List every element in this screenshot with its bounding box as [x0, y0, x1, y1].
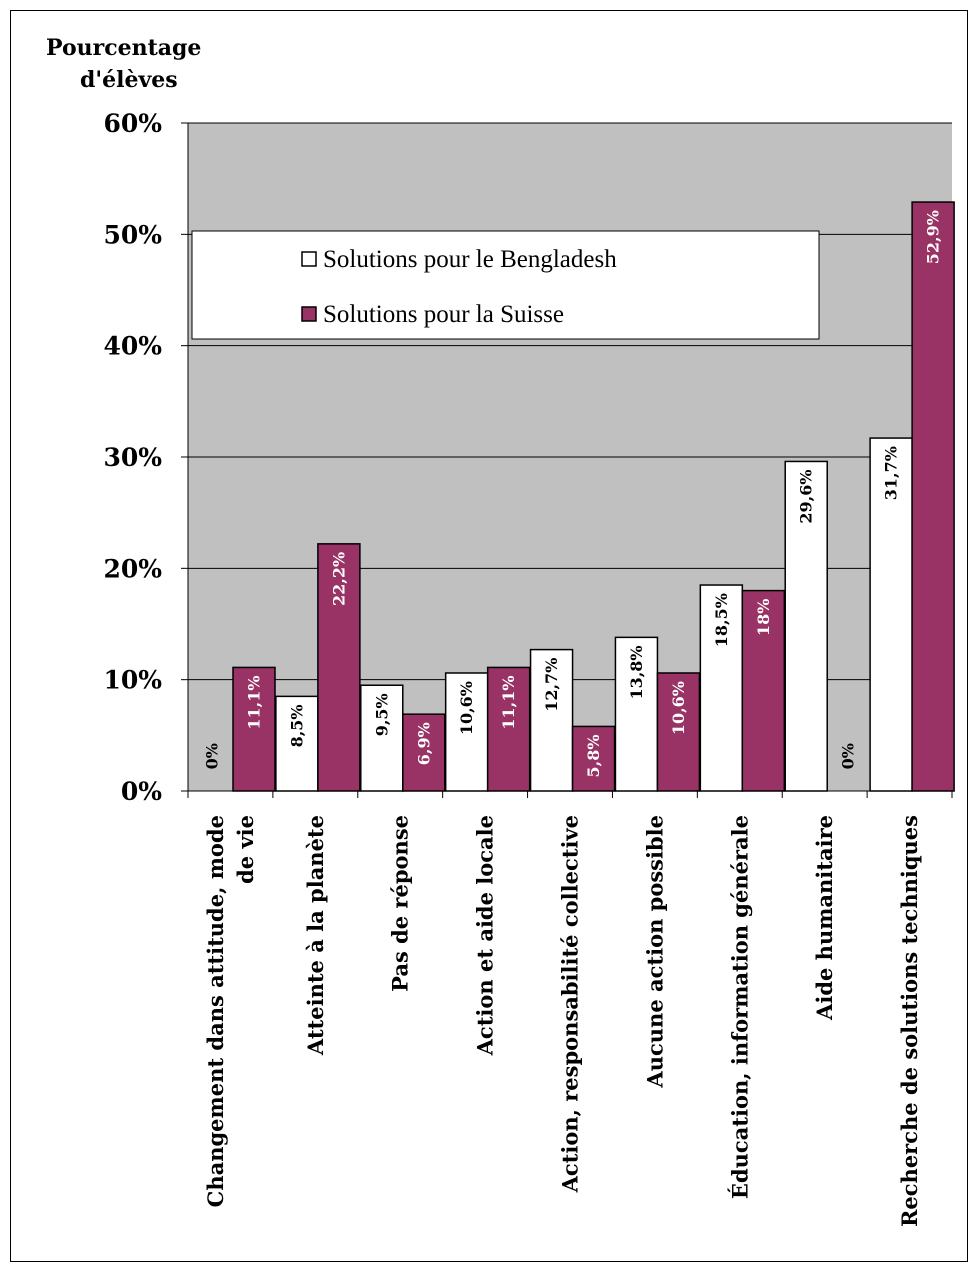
- data-label: 18%: [754, 599, 773, 636]
- data-label: 11,1%: [499, 675, 518, 729]
- bar-suisse: [317, 543, 361, 792]
- data-label: 6,9%: [414, 722, 433, 765]
- legend-label: Solutions pour le Bengladesh: [323, 246, 617, 273]
- legend-label: Solutions pour la Suisse: [323, 301, 564, 328]
- y-tick-label: 0%: [121, 777, 162, 806]
- x-category-label: Changement dans attitude, mode: [203, 815, 228, 1207]
- y-tick-label: 10%: [103, 666, 162, 695]
- x-category-label: Éducation, information générale: [727, 815, 752, 1199]
- x-category-label: Pas de réponse: [388, 815, 413, 992]
- y-tick-label: 20%: [103, 554, 162, 583]
- bar-suisse: [741, 589, 786, 792]
- bar-bengladesh: [784, 460, 828, 792]
- data-label: 22,2%: [329, 552, 348, 606]
- y-axis-title-line2: d'élèves: [80, 67, 178, 93]
- bar-suisse: [486, 666, 531, 792]
- x-category-label: Recherche de solutions techniques: [897, 815, 922, 1227]
- data-label: 13,8%: [627, 645, 646, 699]
- y-tick-label: 50%: [103, 220, 162, 249]
- chart-frame: [10, 10, 968, 1262]
- data-label: 8,5%: [287, 704, 306, 747]
- bar-bengladesh: [699, 584, 744, 792]
- bar-suisse: [402, 713, 446, 792]
- bar-bengladesh: [529, 648, 574, 792]
- data-label: 10,6%: [457, 681, 476, 735]
- data-label: 5,8%: [584, 734, 603, 777]
- legend: Solutions pour le Bengladesh Solutions po…: [191, 230, 820, 340]
- data-label: 31,7%: [882, 446, 901, 500]
- data-label: 18,5%: [712, 593, 731, 647]
- x-category-label: de vie: [233, 815, 258, 884]
- data-label: 10,6%: [669, 681, 688, 735]
- legend-box: [191, 230, 820, 340]
- data-label: 11,1%: [245, 675, 264, 729]
- data-label: 29,6%: [797, 469, 816, 523]
- bar-bengladesh: [869, 437, 913, 792]
- legend-swatch: [301, 251, 317, 267]
- x-category-label: Action, responsabilité collective: [558, 815, 583, 1193]
- y-axis-title-line1: Pourcentage: [46, 35, 202, 61]
- bar-suisse: [911, 201, 955, 792]
- bar-bengladesh: [360, 684, 404, 792]
- y-tick-label: 40%: [103, 332, 162, 361]
- data-label: 0%: [203, 743, 222, 769]
- data-label: 9,5%: [372, 693, 391, 736]
- y-tick-label: 60%: [103, 109, 162, 138]
- x-category-label: Aide humanitaire: [812, 815, 837, 1021]
- y-axis-title: Pourcentage d'élèves: [46, 32, 246, 96]
- data-label: 0%: [839, 743, 858, 769]
- x-category-label: Aucune action possible: [642, 815, 667, 1089]
- data-label: 52,9%: [924, 210, 943, 264]
- bar-suisse: [656, 672, 701, 792]
- x-category-label: Atteinte à la planète: [303, 815, 328, 1056]
- y-tick-label: 30%: [103, 443, 162, 472]
- legend-swatch: [301, 306, 317, 322]
- bar-suisse: [571, 725, 616, 792]
- data-label: 12,7%: [542, 658, 561, 712]
- x-category-label: Action et aide locale: [473, 815, 498, 1056]
- bar-suisse: [232, 666, 276, 792]
